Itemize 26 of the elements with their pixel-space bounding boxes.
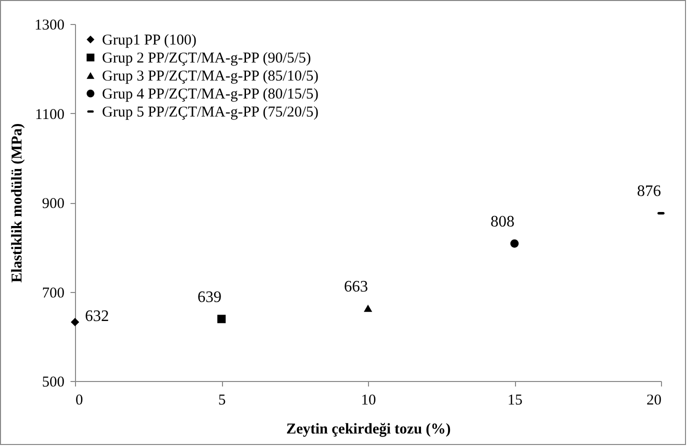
data-label: 663 [344, 278, 368, 296]
legend-label: Grup 5 PP/ZÇT/MA-g-PP (75/20/5) [102, 104, 319, 120]
x-tick-label: 0 [76, 392, 83, 408]
point [217, 314, 226, 324]
y-tick-label: 1100 [35, 106, 64, 123]
data-label: 876 [637, 183, 661, 200]
point [364, 304, 372, 312]
point [70, 318, 80, 326]
y-tick-label: 1300 [34, 18, 64, 34]
data-label: 632 [85, 308, 109, 326]
x-tick-label: 15 [508, 392, 522, 408]
y-tick-label: 500 [42, 374, 64, 390]
x-tick-label: 20 [646, 392, 662, 408]
y-tick-label: 700 [42, 285, 64, 302]
legend-label: Grup 3 PP/ZÇT/MA-g-PP (85/10/5) [102, 68, 319, 84]
legend-label: Grup 2 PP/ZÇT/MA-g-PP (90/5/5) [102, 50, 312, 66]
x-tick-label: 10 [361, 392, 376, 408]
legend-label: Grup1 PP (100) [102, 32, 196, 48]
data-label: 808 [490, 214, 514, 231]
data-label: 639 [198, 288, 222, 306]
y-axis-title: Elastiklik modülü (MPa) [10, 123, 26, 283]
y-tick-label: 900 [42, 196, 64, 212]
x-tick-label: 5 [218, 392, 226, 408]
point [510, 239, 519, 248]
x-axis-title: Zeytin çekirdeği tozu (%) [286, 422, 451, 438]
legend-label: Grup 4 PP/ZÇT/MA-g-PP (80/15/5) [102, 86, 319, 102]
